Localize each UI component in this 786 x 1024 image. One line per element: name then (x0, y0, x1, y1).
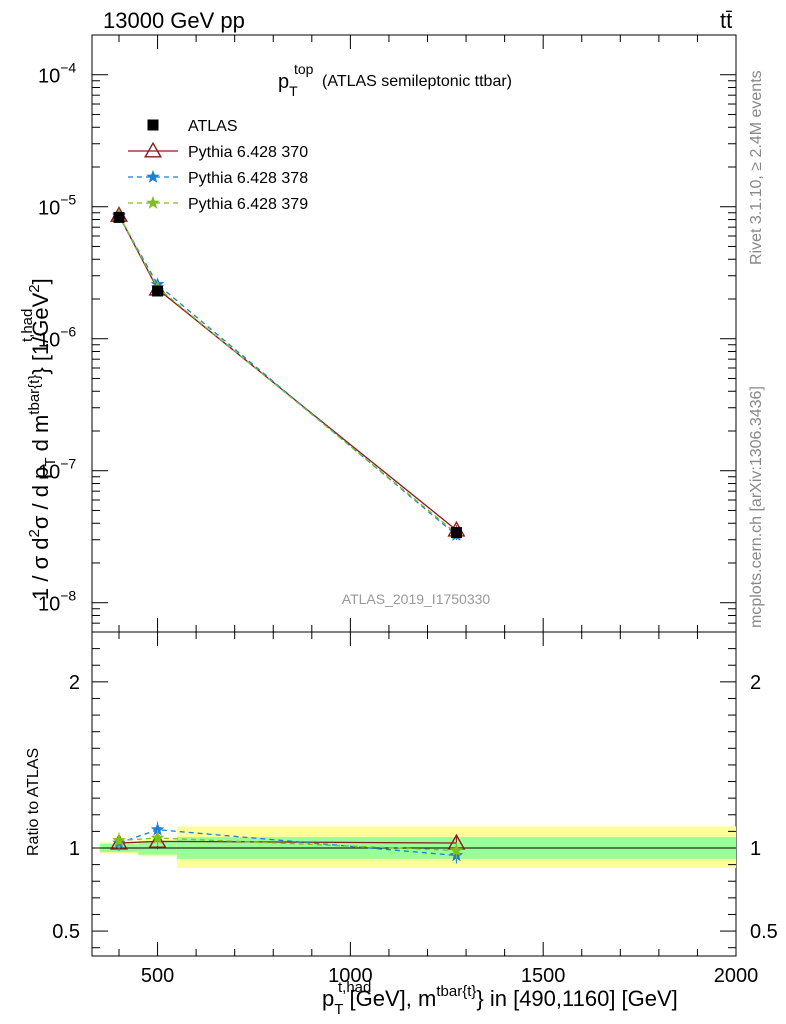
legend-item: Pythia 6.428 378 (128, 169, 308, 187)
legend-item: Pythia 6.428 370 (128, 141, 308, 161)
ratio-point (150, 822, 165, 836)
ratio-bands (99, 826, 736, 868)
y-tick-label: 10−7 (38, 456, 76, 484)
x-tick-label: 2000 (714, 965, 759, 987)
x-tick-label: 1000 (328, 965, 373, 987)
side-label-rivet: Rivet 3.1.10, ≥ 2.4M events (748, 70, 765, 265)
y-tick-label: 10−8 (38, 588, 76, 616)
ratio-axis-ticks: 500 1000 1500 2000 0.5 0.5 1 1 2 2 (52, 632, 778, 987)
ratio-tick-label-right: 0.5 (750, 921, 778, 943)
series-line (118, 215, 457, 536)
side-label-mcplots: mcplots.cern.ch [arXiv:1306.3436] (748, 386, 765, 628)
svg-text:1 / σ d2σ / d pT d mtbar{t}} [: 1 / σ d2σ / d pT d mtbar{t}} [1/GeV2] (26, 278, 59, 600)
legend-label: Pythia 6.428 379 (188, 196, 308, 213)
legend-marker (147, 119, 159, 131)
legend-marker (143, 141, 163, 158)
legend: ATLAS Pythia 6.428 370 Pythia 6.428 378 Pyt… (128, 118, 308, 213)
x-axis-label: pT [GeV], mtbar{t}} in [490,1160] [GeV] … (322, 979, 678, 1018)
ratio-tick-label-right: 1 (750, 838, 761, 860)
svg-text:top: top (294, 61, 314, 77)
svg-text:t,had: t,had (19, 309, 36, 342)
data-point (450, 527, 462, 539)
data-point (152, 285, 164, 297)
main-axis-ticks: 10−8 10−7 10−6 10−5 10−4 (38, 34, 737, 633)
legend-label: Pythia 6.428 378 (188, 170, 308, 187)
svg-text:(ATLAS semileptonic ttbar): (ATLAS semileptonic ttbar) (322, 73, 512, 90)
legend-item: ATLAS (147, 118, 238, 135)
ratio-tick-label: 1 (69, 838, 80, 860)
ratio-tick-label-right: 2 (750, 672, 761, 694)
x-tick-label: 500 (141, 965, 174, 987)
legend-item: Pythia 6.428 379 (128, 195, 308, 213)
legend-label: Pythia 6.428 370 (188, 144, 308, 161)
svg-text:t,had: t,had (338, 979, 371, 996)
ratio-point (150, 830, 165, 844)
plot-title: pT top (ATLAS semileptonic ttbar) (278, 61, 512, 99)
y-tick-label: 10−4 (38, 60, 76, 88)
legend-marker (146, 195, 160, 209)
x-tick-label: 1500 (521, 965, 566, 987)
ratio-axis-label: Ratio to ATLAS (25, 748, 42, 856)
header-right: tt̄ (720, 8, 732, 33)
series-line (118, 215, 457, 531)
y-tick-label: 10−5 (38, 192, 76, 220)
svg-text:pT: pT (278, 71, 298, 99)
legend-marker (146, 169, 160, 183)
header-left: 13000 GeV pp (103, 8, 245, 33)
legend-label: ATLAS (188, 118, 238, 135)
ratio-tick-label: 0.5 (52, 921, 80, 943)
ratio-point (449, 843, 464, 857)
ratio-point (112, 833, 126, 847)
series-line (118, 214, 457, 534)
data-point (113, 211, 125, 223)
ratio-tick-label: 2 (69, 672, 80, 694)
ratio-point (148, 832, 167, 848)
y-axis-label: 1 / σ d2σ / d pT d mtbar{t}} [1/GeV2] t,… (19, 278, 59, 600)
svg-text:pT [GeV], mtbar{t}} in [490,11: pT [GeV], mtbar{t}} in [490,1160] [GeV] (322, 983, 678, 1018)
main-series (109, 206, 466, 541)
analysis-watermark: ATLAS_2019_I1750330 (342, 591, 491, 607)
ratio-series (109, 821, 466, 864)
ratio-frame (91, 631, 737, 957)
y-tick-label: 10−6 (38, 324, 76, 352)
